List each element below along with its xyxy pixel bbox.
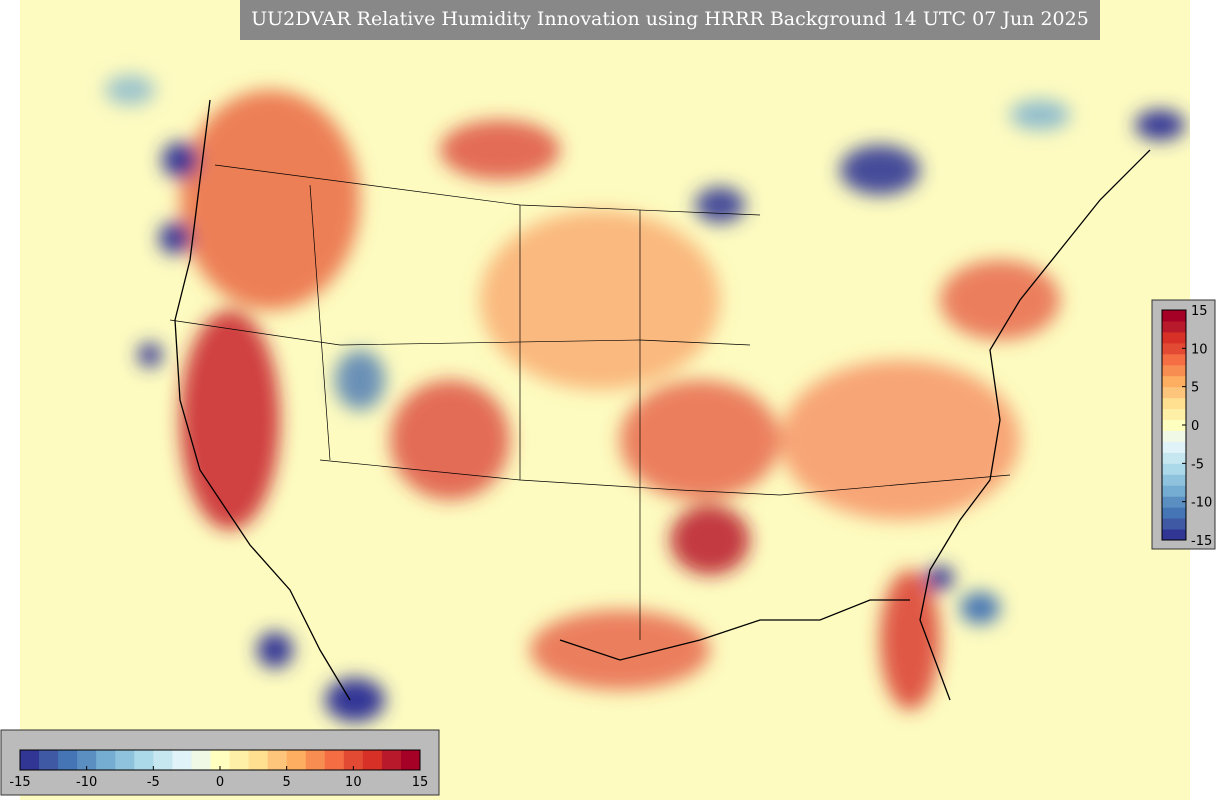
colorbar-segment [1162, 408, 1186, 421]
colorbar-segment [1162, 397, 1186, 410]
colorbar-segment [1162, 353, 1186, 366]
colorbar-tick-label: 15 [412, 775, 429, 790]
colorbar-segment [324, 750, 345, 770]
colorbar-segment [305, 750, 326, 770]
colorbar-tick-label: 0 [216, 775, 224, 790]
colorbar-segment [267, 750, 288, 770]
colorbar-segment [1162, 518, 1186, 530]
colorbar-segment [1162, 474, 1186, 486]
colorbar-segment [1162, 419, 1186, 431]
colorbar-segment [58, 750, 78, 770]
colorbar-segment [96, 750, 116, 770]
colorbar-segment [1162, 342, 1186, 355]
colorbar-segment [1162, 375, 1186, 388]
colorbar-segment [381, 750, 402, 770]
colorbar-segment [210, 750, 231, 770]
colorbar-segment [1162, 430, 1186, 442]
colorbar-tick-label: -10 [76, 775, 97, 790]
colorbar-tick-label: 5 [283, 775, 291, 790]
colorbar-segment [191, 750, 211, 770]
colorbar-segment [362, 750, 383, 770]
colorbar-tick-label: -15 [1191, 534, 1212, 549]
colorbar-segment [343, 750, 364, 770]
colorbar-segment [39, 750, 59, 770]
colorbar-segment [134, 750, 154, 770]
colorbar-tick-label: 0 [1191, 419, 1199, 434]
title-box [240, 0, 1100, 40]
coastlines [174, 99, 1151, 701]
colorbar-tick-label: 10 [1191, 342, 1208, 357]
colorbar-segment [1162, 496, 1186, 508]
colorbar-segment [1162, 331, 1186, 344]
colorbar-segment [248, 750, 269, 770]
colorbar-tick-label: -10 [1191, 496, 1212, 511]
colorbar-segment [1162, 441, 1186, 453]
colorbar-segment [229, 750, 250, 770]
colorbar-tick-label: 10 [345, 775, 362, 790]
colorbar-segment [77, 750, 97, 770]
map-area [20, 0, 1190, 800]
colorbar-segment [1162, 452, 1186, 464]
colorbar-segment [20, 750, 40, 770]
colorbar-segment [1162, 320, 1186, 333]
colorbar-segment [1162, 310, 1186, 322]
colorbar-tick-label: 15 [1191, 304, 1208, 319]
colorbar-segment [1162, 529, 1186, 541]
colorbar-segment [115, 750, 135, 770]
colorbar-segment [1162, 386, 1186, 399]
colorbar-segment [286, 750, 307, 770]
colorbar-segment [172, 750, 192, 770]
colorbar-segment [1162, 364, 1186, 377]
colorbar-tick-label: -5 [147, 775, 160, 790]
colorbar-segment [1162, 507, 1186, 519]
colorbar-tick-label: 5 [1191, 381, 1199, 396]
colorbar-tick-label: -15 [9, 775, 30, 790]
colorbar-vertical: -15 -10 -5 0 5 10 15 [1161, 304, 1212, 549]
colorbar-segment [400, 750, 421, 770]
state-borders [169, 164, 1011, 640]
colorbar-segment [1162, 485, 1186, 497]
colorbar-horizontal: -15 -10 -5 0 5 10 15 [9, 749, 429, 790]
colorbar-segment [1162, 463, 1186, 475]
map-title: UU2DVAR Relative Humidity Innovation usi… [251, 8, 1089, 30]
colorbar-segment [153, 750, 173, 770]
colorbar-tick-label: -5 [1191, 457, 1204, 472]
